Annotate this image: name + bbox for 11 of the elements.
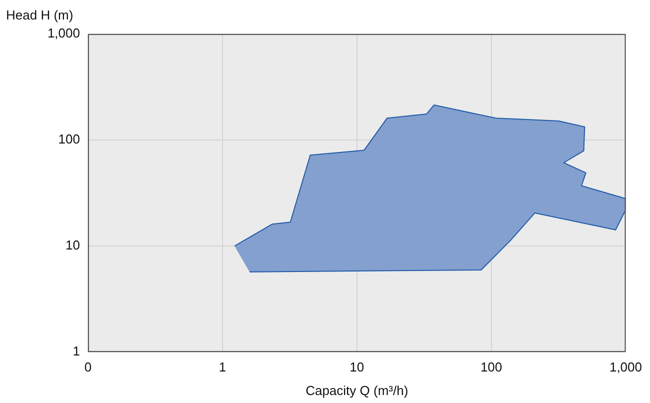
x-tick-label: 100 [480,359,502,374]
x-axis-title: Capacity Q (m³/h) [306,382,408,398]
x-tick-label: 1,000 [609,359,642,374]
y-tick-label: 10 [66,238,80,253]
x-tick-label: 10 [350,359,364,374]
y-tick-label: 1,000 [47,26,80,41]
y-tick-label: 100 [58,132,80,147]
x-tick-label: 0 [84,359,92,374]
x-tick-label: 1 [218,359,226,374]
y-tick-label: 1 [72,344,80,359]
y-axis-title: Head H (m) [6,8,74,23]
